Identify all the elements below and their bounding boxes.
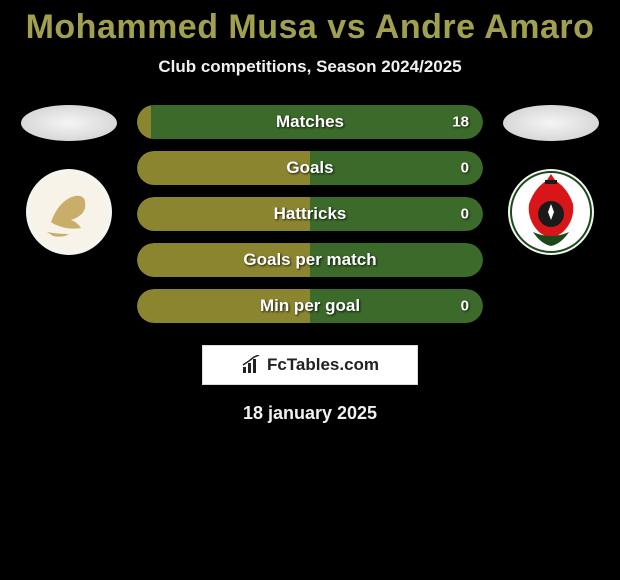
stat-label: Min per goal [260,296,360,316]
stat-row: Hattricks 0 [137,197,483,231]
main-row: Matches 18 Goals 0 Hattricks 0 Goals per match… [0,105,620,323]
club-badge-left [26,169,112,255]
player-photo-right [503,105,599,141]
stat-value-right: 18 [452,114,469,131]
stat-label: Hattricks [274,204,347,224]
stat-row: Min per goal 0 [137,289,483,323]
stat-bar-left [137,105,151,139]
page-title: Mohammed Musa vs Andre Amaro [0,8,620,47]
stat-value-right: 0 [461,160,469,177]
stat-bar-left [137,151,310,185]
watermark-text: FcTables.com [267,355,379,375]
stat-label: Goals [286,158,333,178]
stat-value-right: 0 [461,298,469,315]
falcon-emblem-icon [29,172,109,252]
stat-label: Goals per match [243,250,376,270]
stat-row: Matches 18 [137,105,483,139]
stat-label: Matches [276,112,344,132]
left-player-col [19,105,119,255]
player-photo-left [21,105,117,141]
date-line: 18 january 2025 [0,403,620,424]
comparison-card: Mohammed Musa vs Andre Amaro Club compet… [0,0,620,424]
club-badge-right [508,169,594,255]
stat-bar-right [310,151,483,185]
stat-row: Goals 0 [137,151,483,185]
watermark: FcTables.com [202,345,418,385]
stats-bars: Matches 18 Goals 0 Hattricks 0 Goals per match… [137,105,483,323]
subtitle: Club competitions, Season 2024/2025 [0,57,620,77]
stat-row: Goals per match [137,243,483,277]
stat-value-right: 0 [461,206,469,223]
bar-chart-icon [241,355,263,375]
rayyan-emblem-icon [509,170,593,254]
right-player-col [501,105,601,255]
